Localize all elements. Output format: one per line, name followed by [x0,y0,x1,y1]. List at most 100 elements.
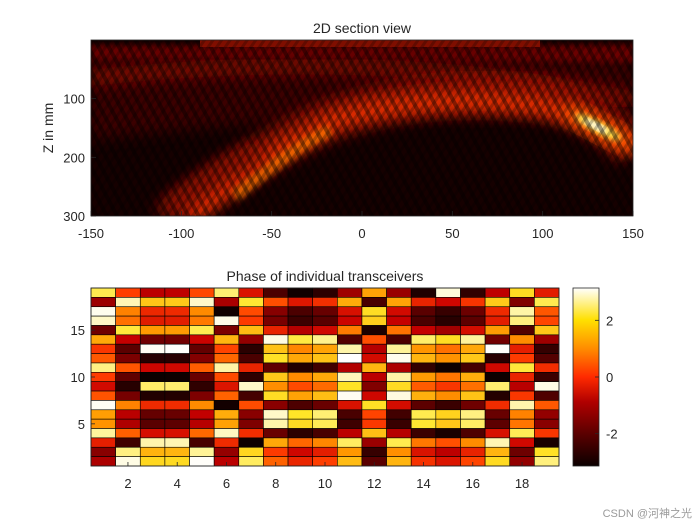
phase-cell [484,428,511,439]
phase-cell [484,456,511,467]
x-tick-label: 18 [515,476,529,491]
phase-cell [139,362,166,373]
phase-cell [484,446,511,457]
colorbar-tick-label: 0 [606,370,613,385]
phase-cell [287,334,313,345]
phase-cell [312,315,338,326]
phase-cell [361,372,387,382]
phase-cell [337,343,363,354]
phase-cell [509,343,535,354]
phase-cell [386,446,412,457]
phase-cell [435,334,461,345]
phase-cell [189,456,215,467]
phase-cell [312,334,338,345]
phase-cell [410,428,437,439]
watermark: CSDN @河神之光 [602,508,692,520]
phase-cell [337,409,363,420]
phase-cell [410,315,437,326]
phase-cell [164,343,190,354]
phase-cell [139,446,166,457]
phase-cell [90,437,116,448]
phase-cell [337,334,363,345]
x-tick-label: 100 [532,226,554,241]
phase-cell [386,428,412,439]
phase-cell [287,362,313,373]
phase-cell [213,353,240,364]
phase-cell [189,381,215,392]
phase-cell [484,343,511,354]
phase-cell [460,297,486,308]
phase-cell [263,428,289,439]
phase-cell [534,315,560,326]
phase-cell [238,315,264,326]
phase-cell [90,390,116,401]
phase-cell [534,297,560,308]
phase-cell [287,297,313,308]
phase-cell [90,362,116,373]
phase-cell [90,456,116,467]
phase-cell [361,418,387,429]
phase-cell [460,306,486,317]
phase-cell [164,362,190,373]
phase-cell [509,428,535,439]
phase-cell [115,306,141,317]
phase-cell [238,400,264,411]
phase-cell [386,400,412,411]
phase-cell [189,353,215,364]
phase-cell [189,400,215,411]
phase-cell [238,325,264,336]
y-tick-label: 200 [63,150,85,165]
phase-cell [164,381,190,392]
phase-cell [263,343,289,354]
phase-cell [361,400,387,411]
phase-cell [361,381,387,392]
phase-cell [361,297,387,308]
phase-cell [115,325,141,336]
phase-cell [90,446,116,457]
phase-cell [312,390,338,401]
phase-cell [139,400,166,411]
phase-cell [139,297,166,308]
phase-cell [484,297,511,308]
y-tick-label: 10 [71,370,85,385]
phase-cell [386,325,412,336]
phase-cell [164,306,190,317]
phase-cell [361,325,387,336]
phase-cell [312,287,338,298]
phase-cell [337,418,363,429]
phase-cell [115,428,141,439]
phase-cell [534,437,560,448]
phase-cell [386,418,412,429]
phase-cell [238,353,264,364]
phase-cell [263,315,289,326]
phase-cell [361,428,387,439]
phase-cell [435,456,461,467]
phase-cell [263,437,289,448]
phase-cell [213,325,240,336]
phase-cell [410,446,437,457]
phase-cell [361,334,387,345]
phase-cell [484,437,511,448]
phase-cell [90,334,116,345]
phase-cell [435,400,461,411]
phase-cell [115,287,141,298]
phase-cell [287,315,313,326]
phase-cell [534,362,560,373]
phase-cell [164,315,190,326]
phase-cell [509,297,535,308]
phase-cell [410,334,437,345]
phase-cell [509,372,535,382]
phase-cell [460,325,486,336]
phase-cell [410,362,437,373]
phase-cell [337,372,363,382]
phase-cell [484,353,511,364]
phase-cell [337,437,363,448]
phase-cell [213,334,240,345]
phase-cell [189,334,215,345]
colorbar-tick-label: 2 [606,313,613,328]
phase-cell [460,400,486,411]
phase-cell [263,418,289,429]
phase-cell [115,297,141,308]
phase-cell [410,325,437,336]
phase-cell [238,418,264,429]
